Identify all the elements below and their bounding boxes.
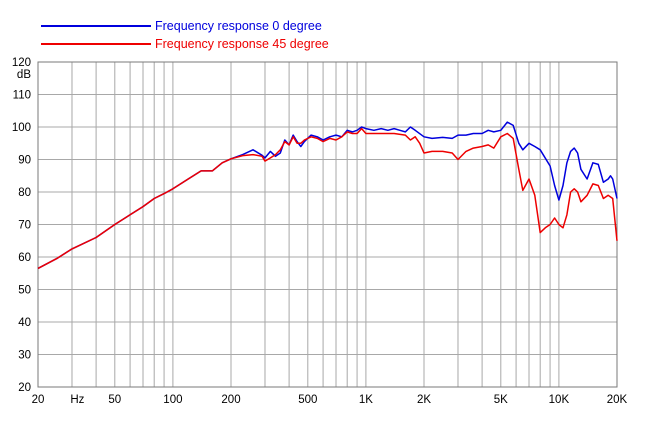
y-tick-label: 70 <box>18 220 31 232</box>
x-axis-label: Hz <box>70 394 84 406</box>
y-tick-label: 80 <box>18 187 31 199</box>
x-tick-label: 2K <box>417 394 431 406</box>
x-tick-label: 20K <box>607 394 628 406</box>
x-tick-label: 10K <box>549 394 570 406</box>
y-tick-label: 120 <box>12 57 31 69</box>
x-tick-label: 500 <box>298 394 317 406</box>
y-tick-label: 40 <box>18 317 31 329</box>
legend-label: Frequency response 45 degree <box>155 37 329 51</box>
y-axis-label: dB <box>17 69 31 81</box>
x-tick-label: 1K <box>359 394 373 406</box>
legend: Frequency response 0 degree Frequency res… <box>41 19 329 51</box>
y-tick-label: 30 <box>18 350 31 362</box>
plot-frame <box>37 61 618 388</box>
x-tick-label: 20 <box>32 394 45 406</box>
x-tick-label: 5K <box>494 394 508 406</box>
y-tick-label: 50 <box>18 285 31 297</box>
x-tick-label: 200 <box>221 394 240 406</box>
y-tick-label: 100 <box>12 122 31 134</box>
grid <box>37 61 618 388</box>
y-tick-label: 110 <box>13 90 31 102</box>
series-line-45-degree <box>37 127 618 270</box>
legend-label: Frequency response 0 degree <box>155 19 322 33</box>
x-tick-label: 100 <box>163 394 182 406</box>
series-lines <box>37 121 618 270</box>
x-tick-label: 50 <box>108 394 121 406</box>
y-tick-label: 20 <box>18 382 31 394</box>
y-tick-label: 60 <box>18 252 31 264</box>
y-tick-label: 90 <box>18 155 31 167</box>
